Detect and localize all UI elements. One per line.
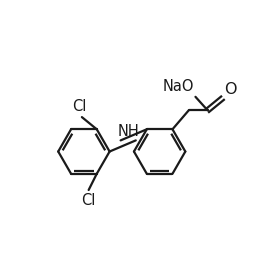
Text: NaO: NaO [163,79,194,94]
Text: Cl: Cl [81,193,96,208]
Text: O: O [224,82,236,97]
Text: NH: NH [117,124,139,139]
Text: Cl: Cl [73,99,87,114]
